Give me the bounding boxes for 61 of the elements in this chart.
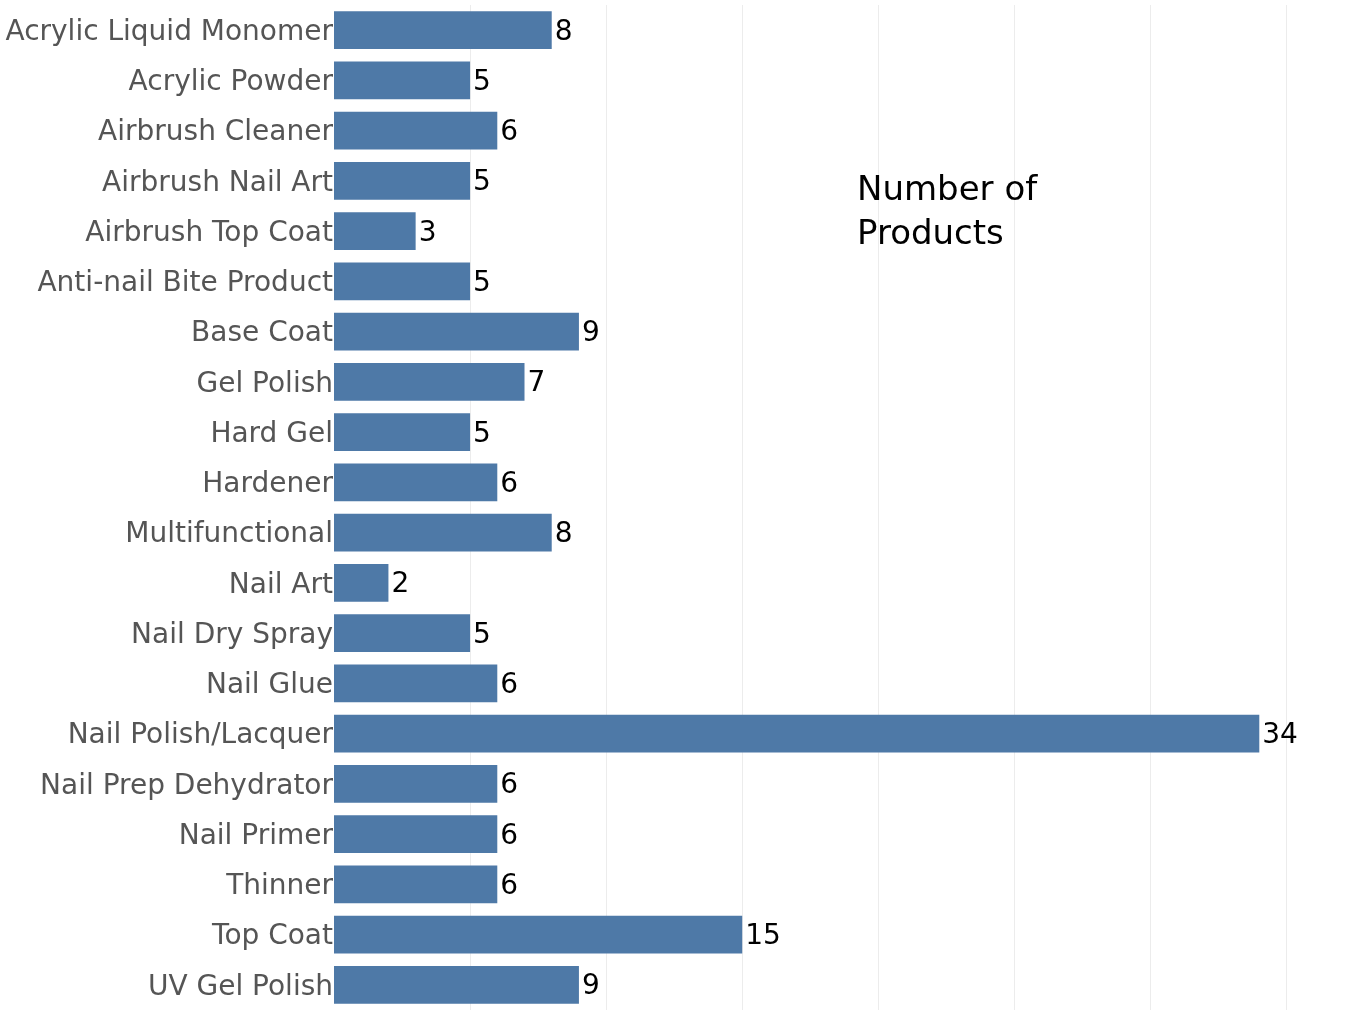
data-label: 5 bbox=[473, 616, 491, 650]
y-tick-label: Multifunctional bbox=[125, 516, 333, 550]
bar bbox=[334, 714, 1260, 753]
y-tick-label: Nail Polish/Lacquer bbox=[67, 717, 334, 751]
y-tick-label: Gel Polish bbox=[196, 365, 333, 399]
bar bbox=[334, 262, 471, 301]
y-tick-label: Acrylic Liquid Monomer bbox=[5, 13, 334, 47]
data-label: 5 bbox=[473, 63, 491, 97]
data-label: 6 bbox=[500, 465, 519, 499]
bar bbox=[334, 61, 471, 100]
y-tick-label: Airbrush Nail Art bbox=[102, 164, 334, 198]
y-tick-label: Airbrush Cleaner bbox=[98, 114, 334, 148]
bar bbox=[334, 463, 498, 502]
data-label: 5 bbox=[473, 415, 491, 449]
bar bbox=[334, 11, 552, 49]
data-label: 2 bbox=[391, 566, 410, 600]
data-label: 34 bbox=[1262, 717, 1298, 751]
y-tick-label: Hardener bbox=[202, 466, 334, 500]
data-label: 6 bbox=[500, 867, 519, 901]
data-label: 8 bbox=[554, 13, 573, 47]
y-tick-label: Nail Dry Spray bbox=[131, 616, 333, 650]
bar bbox=[334, 312, 579, 351]
y-tick-label: Base Coat bbox=[191, 315, 334, 349]
data-label: 5 bbox=[473, 164, 491, 198]
bar bbox=[334, 915, 743, 954]
y-tick-label: Thinner bbox=[225, 868, 334, 902]
y-tick-label: Nail Prep Dehydrator bbox=[40, 767, 334, 801]
bar bbox=[334, 815, 498, 853]
y-tick-label: Top Coat bbox=[211, 918, 334, 952]
bar bbox=[334, 765, 498, 803]
y-tick-label: Airbrush Top Coat bbox=[85, 214, 334, 248]
bar bbox=[334, 363, 525, 401]
bar bbox=[334, 162, 471, 200]
y-tick-label: Nail Primer bbox=[178, 817, 334, 851]
bar bbox=[334, 564, 389, 602]
data-label: 15 bbox=[745, 918, 781, 952]
bar bbox=[334, 513, 552, 552]
y-tick-label: Anti-nail Bite Product bbox=[37, 265, 334, 299]
data-label: 6 bbox=[500, 817, 519, 851]
y-tick-label: UV Gel Polish bbox=[147, 968, 333, 1002]
bar bbox=[334, 614, 471, 652]
data-label: 6 bbox=[500, 114, 519, 148]
bar bbox=[334, 413, 471, 451]
bar bbox=[334, 111, 498, 150]
y-tick-label: Nail Glue bbox=[205, 667, 333, 701]
y-tick-label: Nail Art bbox=[228, 566, 334, 600]
data-label: 3 bbox=[418, 214, 437, 248]
bar bbox=[334, 664, 498, 703]
data-label: 5 bbox=[473, 264, 491, 298]
data-label: 6 bbox=[500, 666, 519, 700]
data-label: 7 bbox=[527, 365, 546, 399]
data-label: 6 bbox=[500, 767, 519, 801]
annotation: Number of Products bbox=[857, 168, 1039, 253]
y-tick-label: Hard Gel bbox=[210, 415, 333, 449]
y-tick-label: Acrylic Powder bbox=[128, 64, 334, 98]
bar bbox=[334, 966, 579, 1004]
data-label: 9 bbox=[581, 968, 600, 1002]
bar bbox=[334, 865, 498, 904]
bar bbox=[334, 212, 416, 250]
data-label: 9 bbox=[581, 315, 600, 349]
data-label: 8 bbox=[554, 516, 573, 550]
